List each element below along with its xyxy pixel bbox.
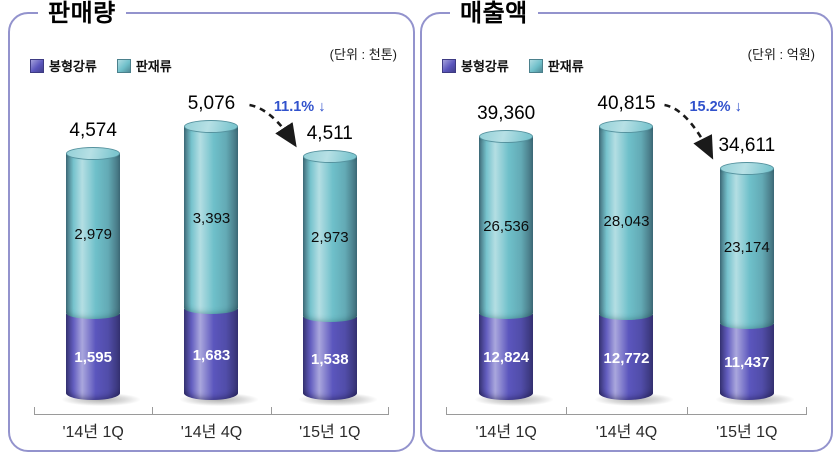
category-label: '15년 1Q [716,424,778,441]
chart-title: 판매량 [38,1,126,27]
bar-segment-label: 1,595 [74,349,112,366]
bar-cylinder-cap [599,120,654,133]
bar-cylinder-cap [479,130,534,143]
bar-segment-label: 26,536 [483,217,530,235]
bar-column: 2,979 1,595 4,574 [34,104,152,406]
axis-tick [152,407,154,415]
legend-item: 판재류 [116,56,172,75]
bar-cylinder-cap [302,150,357,163]
bar-segment-label: 12,772 [603,349,650,367]
bar-segment-top [719,169,774,329]
unit-label: (단위 : 천톤) [329,47,397,62]
plot-area: 26,536 12,824 39,360 28,043 12,772 40,815 23,1… [446,93,807,406]
bar-total-label: 4,574 [69,120,117,141]
bar-segment-top [66,154,121,319]
bar-total-label: 34,611 [718,135,776,156]
bar-segment-bottom [479,314,534,400]
bar-column: 3,393 1,683 5,076 [152,93,270,406]
bar-segment-bottom [184,309,239,400]
axis-tick [566,407,568,415]
legend-swatch-icon [528,58,543,73]
axis-tick [388,407,389,415]
bar-segment-label: 2,979 [74,226,112,243]
bar-segment-label: 11,437 [724,354,770,371]
category-label: '14년 4Q [595,424,658,441]
unit-label: (단위 : 억원) [747,47,815,62]
bar-cylinder-cap [66,147,121,160]
panel-sales-volume: 판매량 (단위 : 천톤) 봉형강류 판재류 2,979 1,595 4,574 3,… [8,1,415,452]
bar-column: 2,973 1,538 4,511 [271,104,389,406]
category-label: '15년 1Q [299,424,361,441]
bar-segment-bottom [599,315,654,400]
bar-total-label: 4,511 [306,123,353,144]
axis-tick [446,407,447,415]
bar-segment-top [599,127,654,320]
axis-tick [34,407,35,415]
axis-tick [270,407,272,415]
category-axis-labels: '14년 1Q '14년 4Q '15년 1Q [446,420,807,446]
category-label: '14년 4Q [180,424,243,441]
bar-segment-top [479,137,534,319]
bar-segment-label: 1,538 [311,350,349,368]
bar-segment-top [302,157,357,322]
bar-total-label: 40,815 [597,93,656,114]
legend-swatch-icon [116,58,131,73]
bar-cylinder-cap [184,120,239,133]
legend-label: 판재류 [135,59,172,74]
bar-segment-bottom [66,314,121,400]
axis-tick [686,407,688,415]
legend-item: 봉형강류 [30,56,97,75]
bar-column: 23,174 11,437 34,611 [687,104,807,406]
legend: 봉형강류 판재류 [30,56,172,75]
bar-segment-bottom [302,317,357,400]
bar-total-label: 5,076 [187,93,236,114]
bar-segment-label: 3,393 [192,210,231,227]
bar-cylinder-cap [719,162,774,175]
bar-segment-label: 12,824 [483,349,530,366]
chart-title: 매출액 [450,1,538,27]
bar-column: 28,043 12,772 40,815 [566,93,686,406]
category-label: '14년 1Q [475,424,537,441]
panel-revenue: 매출액 (단위 : 억원) 봉형강류 판재류 26,536 12,824 39,36… [420,1,833,452]
x-axis [34,407,389,415]
bar-segment-label: 1,683 [192,346,231,364]
axis-tick [806,407,807,415]
legend-item: 봉형강류 [442,56,509,75]
category-label: '14년 1Q [62,424,124,441]
legend-label: 봉형강류 [461,59,509,74]
legend-item: 판재류 [528,56,584,75]
bar-segment-label: 28,043 [603,213,650,230]
legend-label: 판재류 [547,59,584,74]
legend: 봉형강류 판재류 [442,56,584,75]
bar-segment-label: 2,973 [311,229,349,246]
bar-column: 26,536 12,824 39,360 [446,103,566,406]
bar-segment-top [184,127,239,314]
bar-total-label: 39,360 [477,103,536,124]
bar-segment-label: 23,174 [723,238,770,256]
plot-area: 2,979 1,595 4,574 3,393 1,683 5,076 2,973 1,538… [34,93,389,406]
bar-segment-bottom [719,324,774,400]
x-axis [446,407,807,415]
legend-swatch-icon [30,58,44,73]
legend-label: 봉형강류 [49,59,97,74]
category-axis-labels: '14년 1Q '14년 4Q '15년 1Q [34,420,389,446]
legend-swatch-icon [442,58,456,73]
